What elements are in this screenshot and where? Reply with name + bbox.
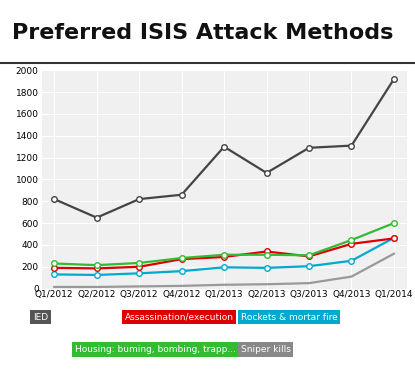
Text: Assassination/execution: Assassination/execution [124, 313, 234, 322]
Text: Sniper kills: Sniper kills [241, 345, 290, 354]
Text: Rockets & mortar fire: Rockets & mortar fire [241, 313, 337, 322]
Text: Preferred ISIS Attack Methods: Preferred ISIS Attack Methods [12, 23, 394, 43]
Text: IED: IED [33, 313, 48, 322]
Text: Housing: buming, bombing, trapp...: Housing: buming, bombing, trapp... [75, 345, 236, 354]
